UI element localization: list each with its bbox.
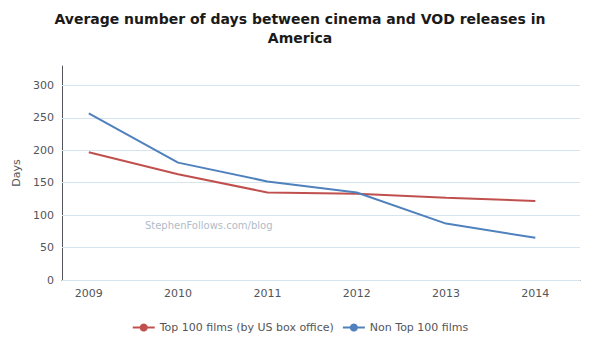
svg-text:200: 200 [33,144,54,157]
svg-text:250: 250 [33,111,54,124]
svg-text:100: 100 [33,209,54,222]
svg-text:2013: 2013 [432,287,460,300]
svg-text:2011: 2011 [253,287,281,300]
svg-text:America: America [268,30,332,46]
svg-text:Non Top 100 films: Non Top 100 films [370,321,469,334]
svg-text:50: 50 [40,241,54,254]
svg-text:2010: 2010 [164,287,192,300]
svg-text:0: 0 [47,274,54,287]
svg-text:150: 150 [33,176,54,189]
svg-text:2014: 2014 [521,287,549,300]
svg-text:StephenFollows.com/blog: StephenFollows.com/blog [145,220,273,231]
svg-text:Days: Days [10,159,23,187]
svg-text:2012: 2012 [343,287,371,300]
svg-text:300: 300 [33,79,54,92]
svg-text:2009: 2009 [75,287,103,300]
svg-text:Average number of days between: Average number of days between cinema an… [54,11,545,27]
svg-text:Top 100 films (by US box offic: Top 100 films (by US box office) [159,321,334,334]
